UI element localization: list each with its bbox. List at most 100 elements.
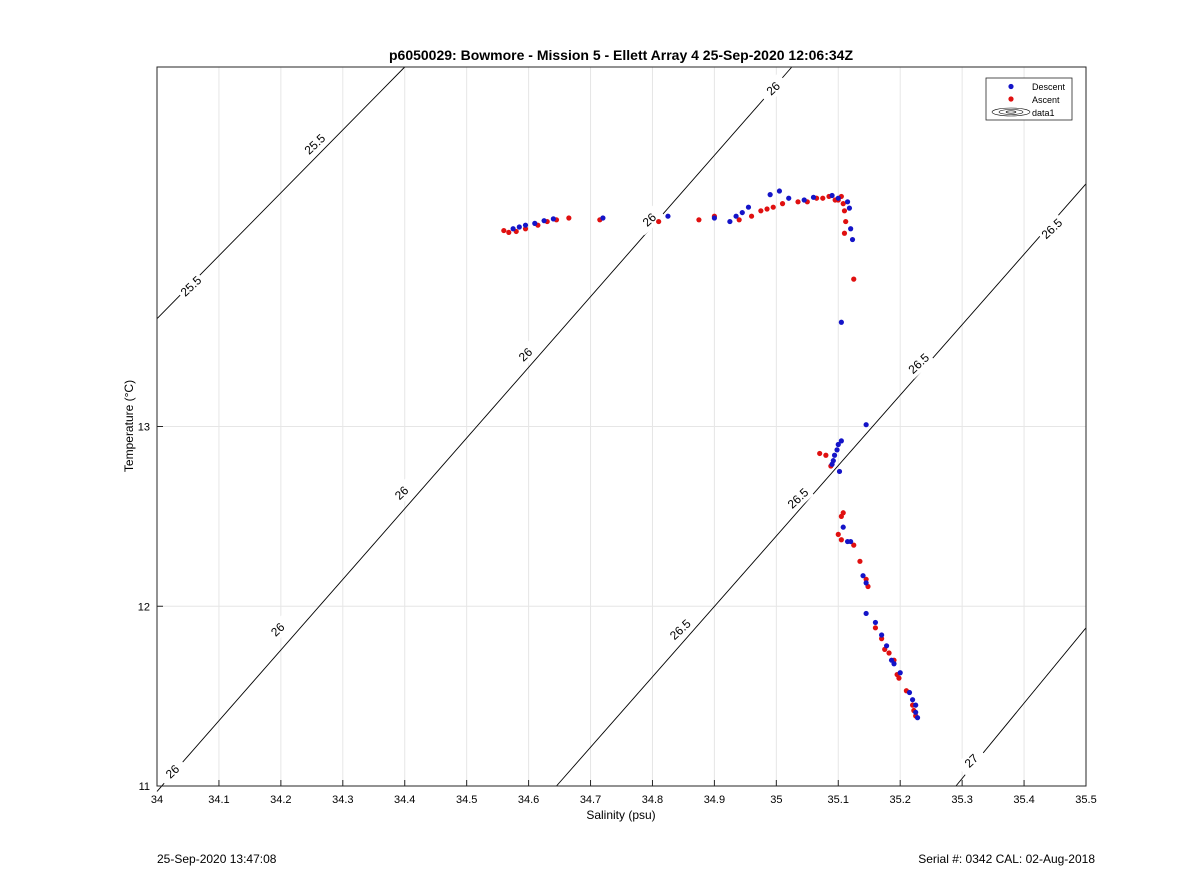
descent-point — [510, 226, 516, 232]
descent-point — [863, 580, 869, 586]
descent-point — [863, 422, 869, 428]
descent-point — [914, 715, 921, 721]
descent-point — [872, 619, 879, 626]
descent-point — [786, 195, 792, 201]
descent-point — [883, 643, 890, 649]
x-tick-label: 35.5 — [1075, 794, 1096, 806]
ascent-point — [748, 213, 755, 219]
descent-point — [516, 224, 522, 230]
x-tick-label: 34.9 — [704, 794, 725, 806]
ascent-point — [696, 217, 702, 223]
chart-title: p6050029: Bowmore - Mission 5 - Ellett A… — [389, 47, 853, 63]
descent-point — [836, 468, 843, 475]
descent-point — [727, 218, 733, 225]
descent-point — [835, 441, 841, 448]
descent-point — [767, 192, 773, 198]
ascent-point — [823, 452, 829, 458]
descent-point — [906, 689, 913, 696]
ascent-point — [770, 204, 776, 210]
ascent-point — [764, 206, 770, 212]
descent-point — [834, 447, 840, 453]
descent-point — [835, 195, 841, 201]
contour-label-mask — [156, 756, 189, 788]
ascent-point — [851, 542, 857, 548]
ascent-point — [506, 229, 512, 235]
x-tick-label: 34.7 — [580, 794, 601, 806]
x-tick-label: 35.1 — [828, 794, 849, 806]
ascent-point — [838, 513, 844, 519]
descent-point — [891, 661, 897, 667]
descent-point — [848, 538, 854, 545]
data-points — [501, 188, 921, 721]
ascent-point — [820, 195, 826, 201]
descent-point — [739, 209, 745, 216]
ascent-point — [779, 201, 786, 207]
x-tick-label: 35.2 — [889, 794, 910, 806]
contour-label-mask — [385, 477, 418, 509]
descent-point — [849, 236, 856, 243]
ascent-point — [838, 537, 844, 543]
legend-data1-label: data1 — [1032, 108, 1055, 118]
ascent-point — [522, 226, 529, 232]
ascent-point — [879, 636, 885, 642]
y-tick-label: 12 — [138, 601, 150, 613]
ascent-point — [872, 625, 879, 631]
descent-point — [665, 213, 671, 219]
descent-point — [745, 204, 752, 210]
x-tick-label: 35.4 — [1013, 794, 1034, 806]
descent-point — [776, 188, 783, 194]
contour-label-mask — [664, 614, 697, 646]
ascent-point — [795, 199, 801, 205]
ascent-point — [835, 531, 841, 537]
ascent-point — [841, 230, 848, 236]
ascent-point — [863, 576, 869, 582]
descent-point — [801, 197, 807, 203]
descent-point — [522, 222, 529, 228]
legend-ascent-label: Ascent — [1032, 95, 1060, 105]
ascent-point — [566, 215, 572, 221]
descent-point — [541, 218, 547, 224]
descent-point — [913, 709, 919, 715]
ascent-point — [886, 650, 892, 656]
descent-point — [829, 192, 835, 199]
ascent-point — [840, 201, 846, 207]
descent-point — [532, 220, 538, 226]
ascent-point — [896, 675, 902, 681]
x-axis-label: Salinity (psu) — [586, 808, 655, 822]
density-contours — [156, 66, 1087, 792]
y-axis-ticks: 11 12 13 — [138, 422, 163, 793]
x-tick-label: 35 — [770, 794, 782, 806]
descent-point — [711, 215, 718, 221]
x-tick-label: 34.5 — [456, 794, 477, 806]
descent-point — [838, 319, 844, 325]
x-tick-label: 34.3 — [332, 794, 353, 806]
ascent-point — [656, 218, 662, 225]
x-tick-label: 34.2 — [270, 794, 291, 806]
descent-point — [913, 702, 919, 708]
legend-ascent-marker — [1008, 96, 1014, 102]
descent-point — [897, 670, 903, 676]
descent-point — [840, 524, 846, 530]
contour-label-mask — [509, 339, 542, 370]
ascent-point — [736, 217, 742, 223]
legend-descent-marker — [1008, 83, 1014, 90]
legend: Descent Ascent data1 — [985, 77, 1073, 121]
descent-point — [860, 573, 866, 579]
descent-point — [844, 199, 851, 205]
contour-label-mask — [903, 348, 935, 379]
contour-label-mask — [955, 745, 988, 777]
legend-contour-icon — [991, 107, 1031, 117]
x-axis-ticks: 34 34.1 34.2 34.3 34.4 34.5 34.6 34.7 34.8 34.9 35… — [151, 780, 1097, 806]
ascent-point — [758, 208, 764, 214]
y-tick-label: 13 — [138, 422, 150, 434]
y-axis-label: Temperature (°C) — [122, 380, 136, 472]
x-tick-label: 34.4 — [394, 794, 415, 806]
contour-label-mask — [1036, 213, 1068, 245]
contour-label-mask — [262, 614, 294, 646]
legend-descent-label: Descent — [1032, 82, 1066, 92]
x-tick-label: 34.1 — [208, 794, 229, 806]
contour-label-mask — [175, 270, 207, 302]
contour-label-mask — [782, 483, 814, 514]
